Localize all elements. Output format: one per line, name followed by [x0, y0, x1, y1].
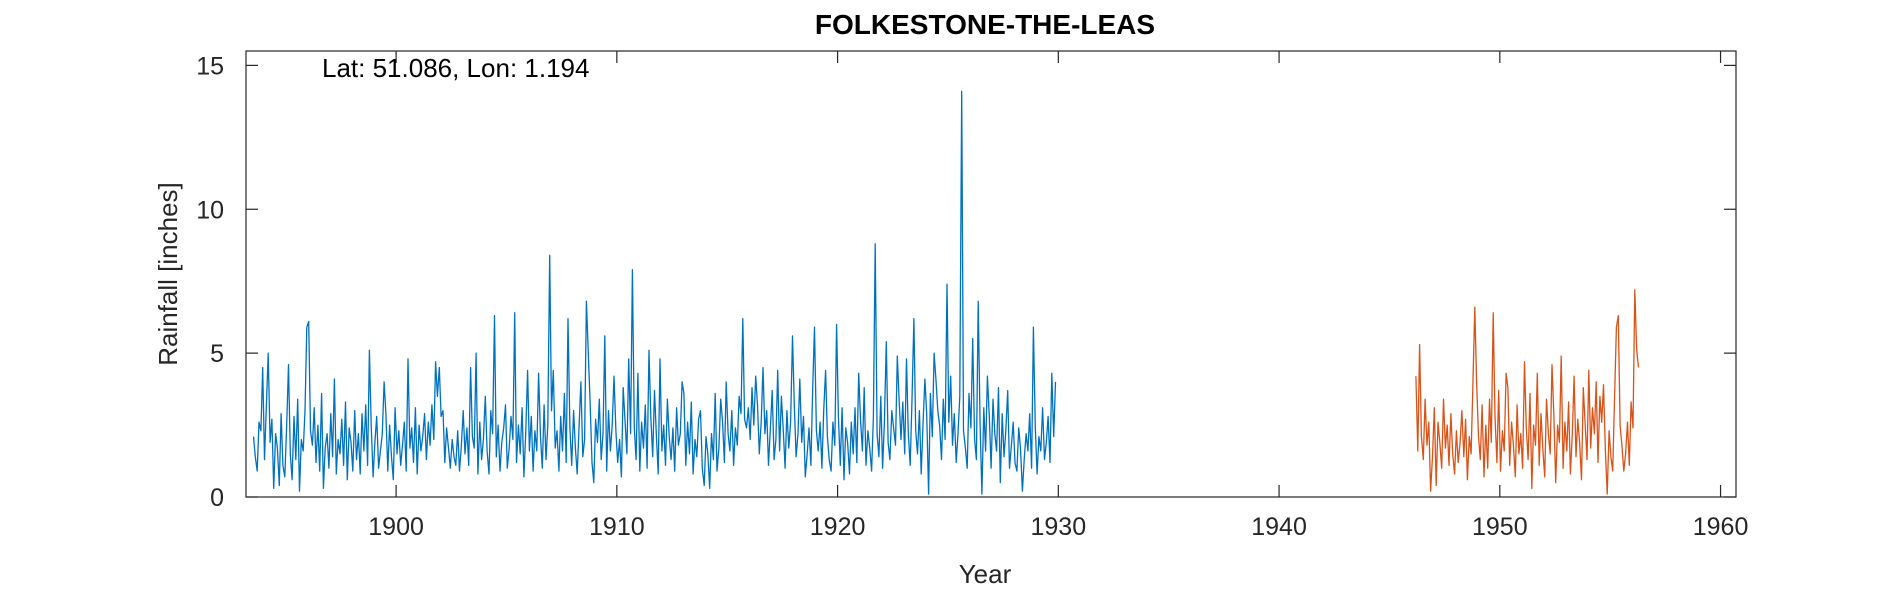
x-tick-label: 1950 — [1472, 513, 1528, 541]
series-line-1 — [252, 90, 1057, 495]
y-tick-label: 10 — [196, 196, 224, 224]
x-tick-label: 1940 — [1251, 513, 1307, 541]
axis-ticks: 1900 1910 1920 1930 1940 1950 1960 0 5 10 15 — [196, 51, 1748, 541]
x-tick-label: 1960 — [1693, 513, 1749, 541]
chart-title: FOLKESTONE-THE-LEAS — [815, 9, 1155, 40]
x-tick-label: 1920 — [810, 513, 866, 541]
plot-area — [245, 50, 1737, 498]
x-tick-label: 1930 — [1031, 513, 1087, 541]
series-line-2 — [1415, 289, 1640, 495]
y-tick-label: 5 — [210, 340, 224, 368]
y-axis-label: Rainfall [inches] — [153, 182, 183, 366]
location-annotation: Lat: 51.086, Lon: 1.194 — [322, 53, 589, 83]
x-tick-label: 1910 — [589, 513, 645, 541]
x-tick-label: 1900 — [368, 513, 424, 541]
y-tick-label: 15 — [196, 52, 224, 80]
y-tick-label: 0 — [210, 484, 224, 512]
series-group — [252, 90, 1640, 495]
x-axis-label: Year — [959, 559, 1012, 589]
